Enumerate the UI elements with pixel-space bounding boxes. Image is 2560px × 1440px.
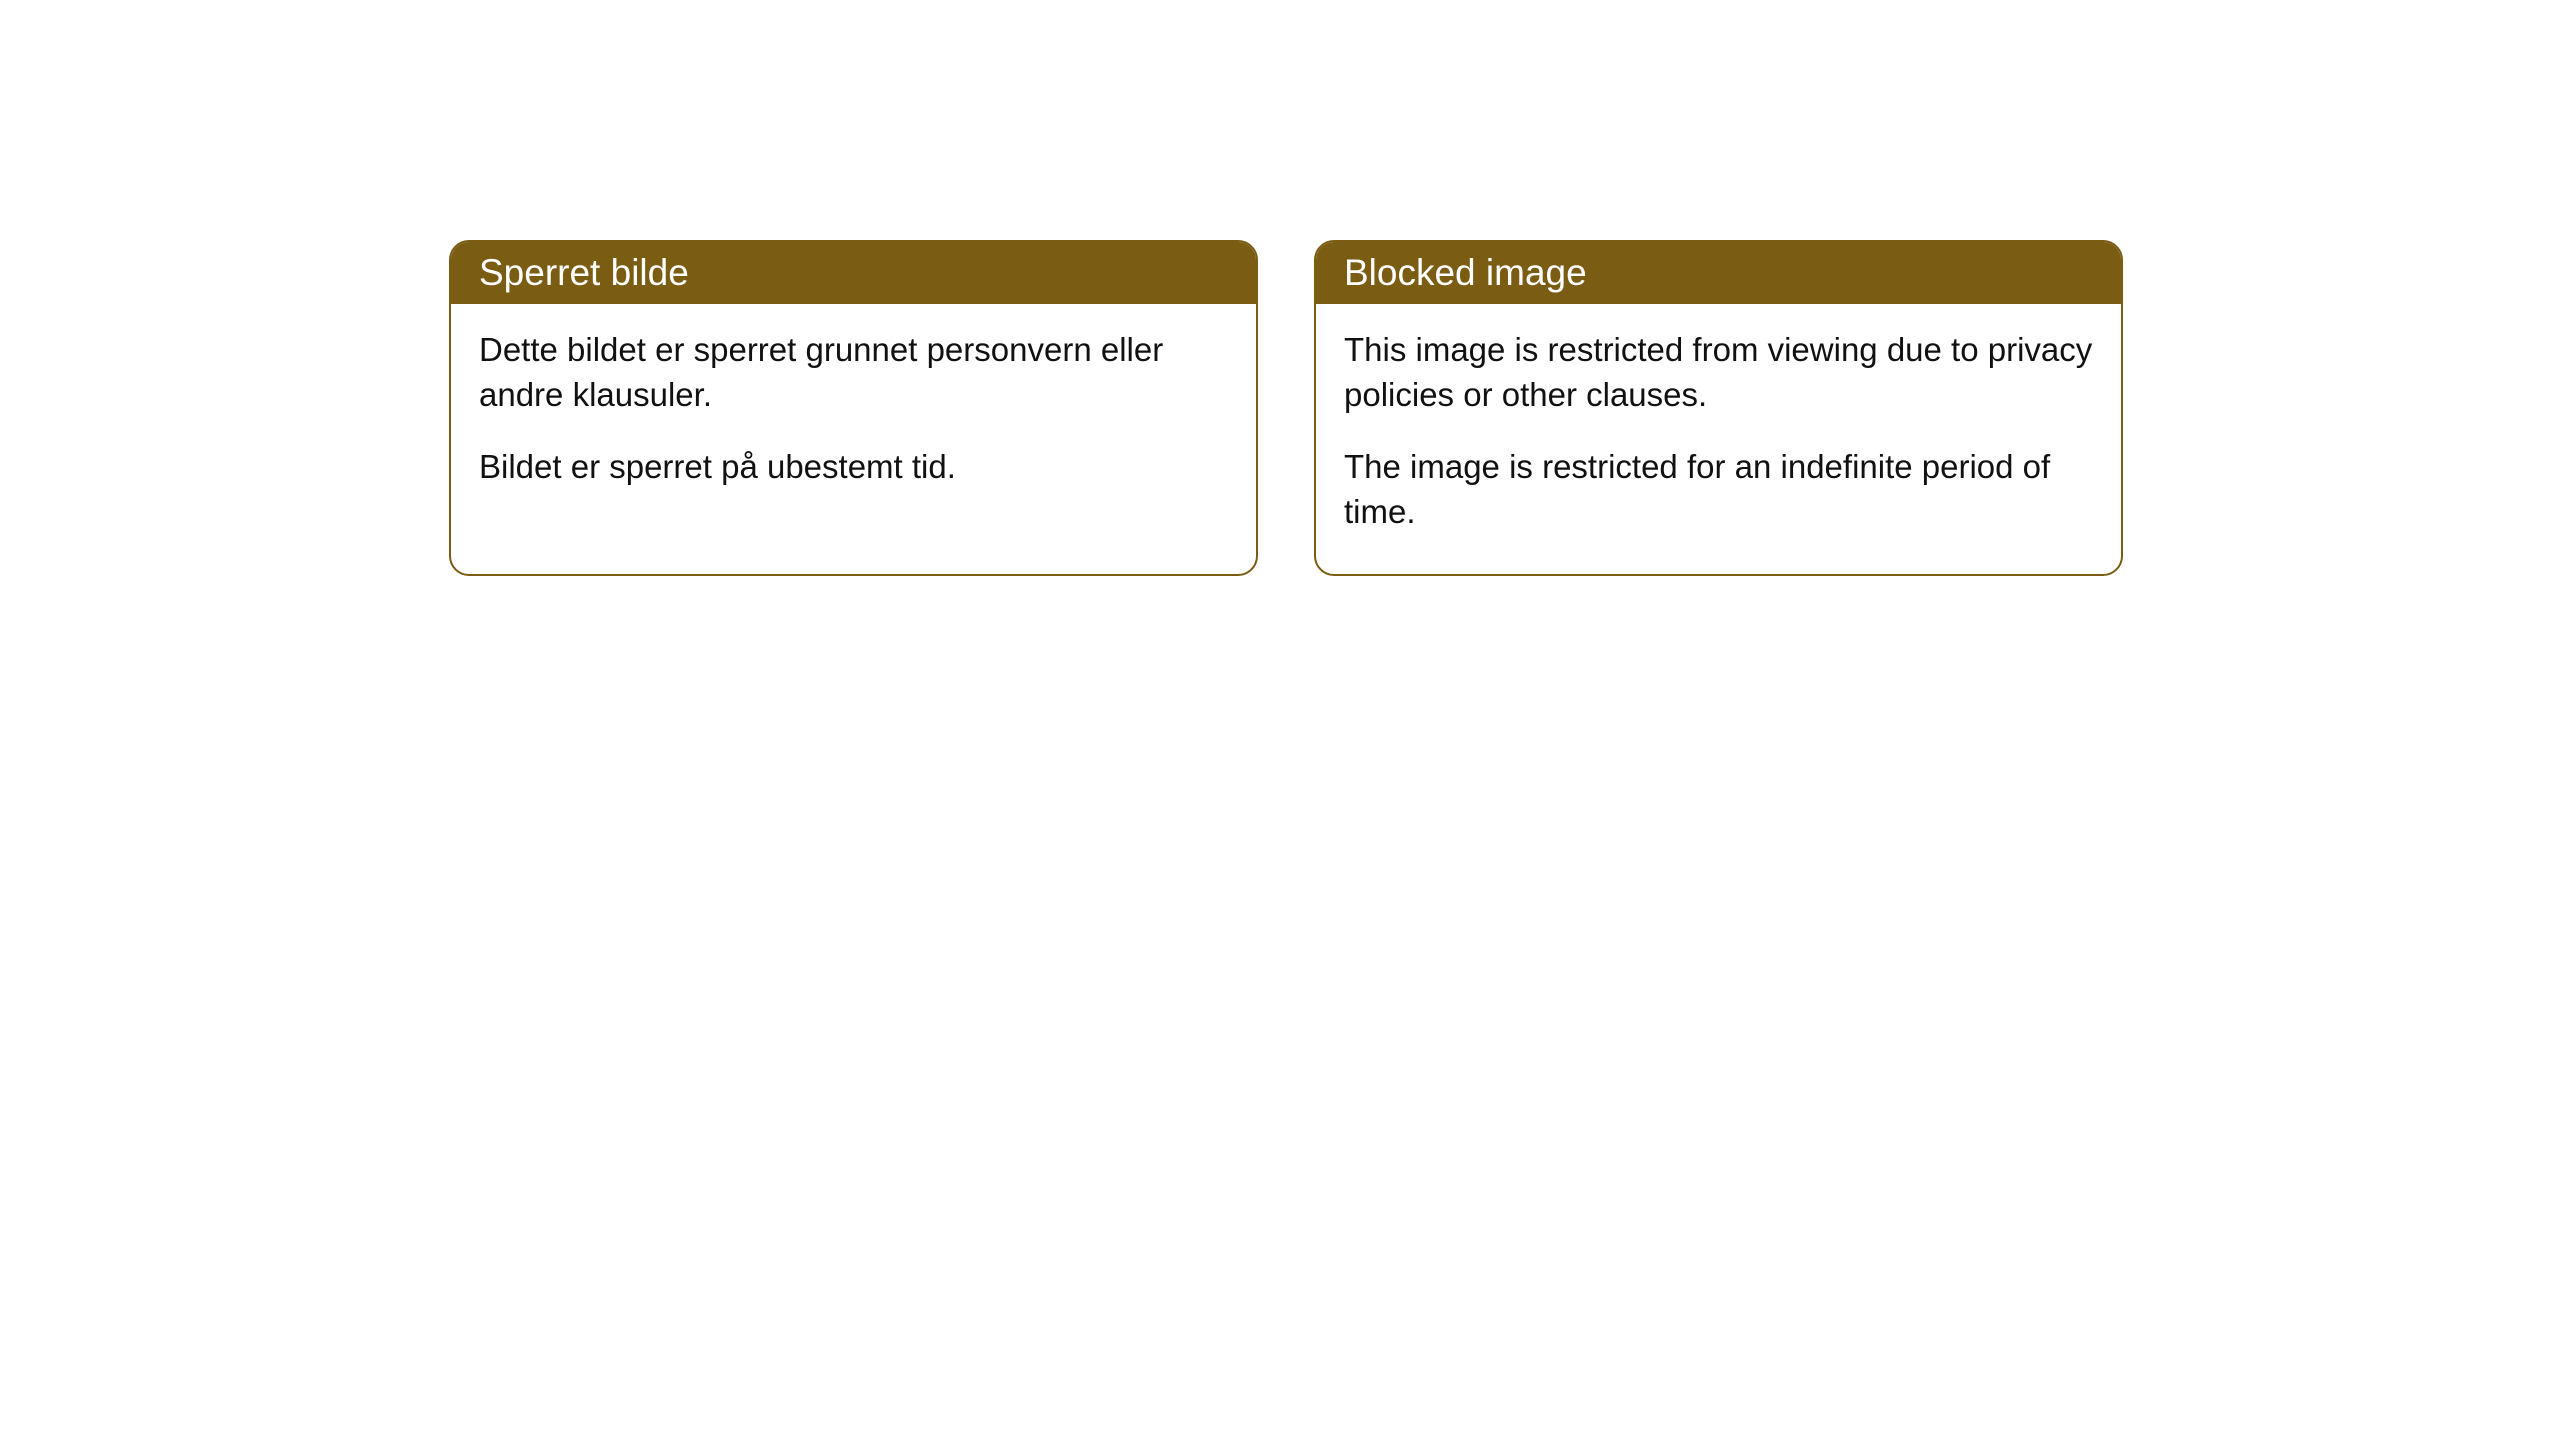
notice-paragraph: This image is restricted from viewing du…: [1344, 328, 2093, 417]
notice-paragraph: Bildet er sperret på ubestemt tid.: [479, 445, 1228, 490]
notice-card-norwegian: Sperret bilde Dette bildet er sperret gr…: [449, 240, 1258, 576]
card-body: Dette bildet er sperret grunnet personve…: [451, 304, 1256, 530]
notice-card-english: Blocked image This image is restricted f…: [1314, 240, 2123, 576]
notice-cards-container: Sperret bilde Dette bildet er sperret gr…: [449, 240, 2123, 576]
card-header: Sperret bilde: [451, 242, 1256, 304]
notice-paragraph: The image is restricted for an indefinit…: [1344, 445, 2093, 534]
card-body: This image is restricted from viewing du…: [1316, 304, 2121, 574]
notice-paragraph: Dette bildet er sperret grunnet personve…: [479, 328, 1228, 417]
card-header: Blocked image: [1316, 242, 2121, 304]
